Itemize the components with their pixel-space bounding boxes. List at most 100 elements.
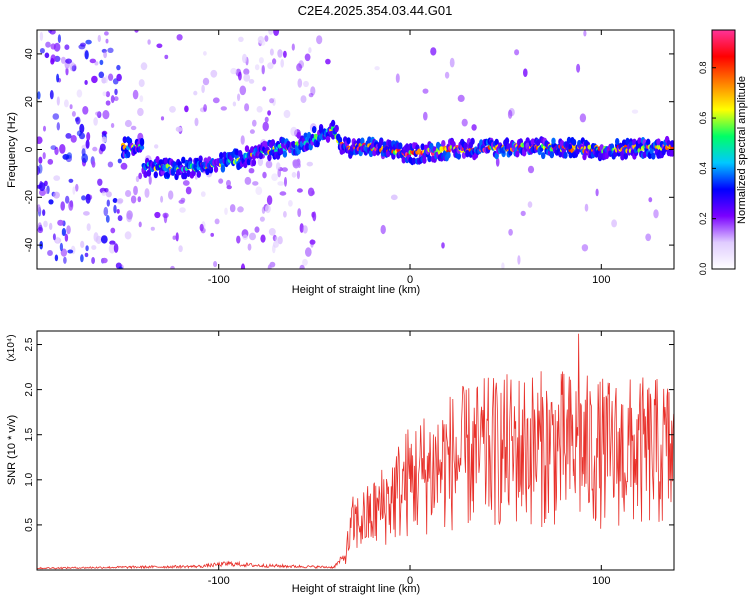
spectrogram-noise-cell [95,111,101,116]
colorbar-ticks: 0.0 0.2 0.4 0.6 0.8 [698,61,716,275]
spectrogram-noise-cell [277,49,283,58]
spectrogram-noise-cell [423,111,428,121]
spectrogram-noise-cell [236,235,241,244]
spectrogram-ridge-cell [446,151,451,159]
spectrogram-ridge-cell [625,137,630,145]
spectrogram-noise-cell [309,239,316,245]
spectrogram-noise-cell [110,227,116,234]
colorbar-gradient [711,29,736,270]
spectrogram-noise-cell [71,65,77,72]
spectrogram-ridge-cell [670,149,674,157]
spectrogram-noise-cell [97,34,102,43]
spectrogram-ridge-cell [642,151,647,159]
spectrogram-ridge-cell [198,155,203,163]
spectrogram-noise-cell [117,158,122,164]
spectrogram-noise-cell [117,198,124,204]
spectrogram-noise-cell [101,257,108,264]
spectrogram-noise-cell [226,185,232,190]
spectrogram-noise-cell [274,236,279,243]
spectrogram-noise-cell [108,73,114,81]
spectrogram-noise-cell [374,66,380,71]
spectrogram-noise-cell [220,106,227,111]
spectrogram-ridge-cell [541,152,546,160]
spectrogram-noise-cell [113,204,117,214]
spectrogram-noise-cell [175,126,183,132]
spectrogram-noise-cell [110,95,115,104]
spectrogram-ridge-cell [267,154,272,162]
spectrogram-ridge-cell [181,156,186,164]
spectrogram-noise-cell [444,71,450,79]
spectrogram-ridge-cell [258,152,263,160]
spectrogram-noise-cell [296,63,302,72]
spectrogram-noise-cell [304,53,311,62]
spectrogram-noise-cell [124,119,132,128]
spectrogram-noise-cell [291,171,297,178]
spectrogram-noise-cell [257,36,265,44]
spectrogram-noise-cell [94,61,99,66]
spectrogram-noise-cell [280,58,285,68]
spectrogram-noise-cell [103,206,109,217]
spectrogram-ridge-cell [143,171,148,178]
colorbar-tick-label: 0.0 [698,263,708,276]
spectrogram-noise-cell [237,206,244,213]
spectrogram-noise-cell [226,179,231,187]
spectrogram-noise-cell [262,171,267,179]
spectrogram-noise-cell [138,172,143,180]
spectrogram-noise-cell [65,58,72,64]
spectrogram-noise-cell [269,261,276,268]
spectrogram-ridge-cell [246,158,251,166]
colorbar: 0.0 0.2 0.4 0.6 0.8 Normalized spectral ampl… [698,29,748,275]
spectrogram-noise-cell [85,193,91,204]
snr-series-line [37,333,674,570]
spectrogram-ridge-cell [597,152,603,160]
spectrogram-noise-cell [154,144,159,149]
spectrogram-noise-cell [653,209,659,219]
spectrogram-noise-cell [264,116,269,123]
spectrogram-noise-cell [281,167,288,172]
spectrogram-noise-cell [257,156,264,167]
snr-x-label: Height of straight line (km) [292,583,420,595]
spectrogram-noise-cell [631,109,639,114]
spectrogram-noise-cell [85,39,92,45]
spectrogram-noise-cell [170,265,175,269]
spectrogram-noise-cell [441,242,445,249]
spectrogram-noise-cell [168,190,174,200]
spectrogram-noise-cell [113,243,119,253]
spectrogram-noise-cell [212,97,220,104]
spectrogram-ridge-cell [525,137,530,145]
spectrogram-noise-cell [61,228,66,236]
spectrogram-noise-cell [218,178,224,184]
spectrogram-noise-cell [267,62,274,70]
spectrogram-noise-cell [514,49,520,56]
spectrogram-ridge-cell [568,151,573,159]
spectrogram-noise-cell [523,68,528,77]
y-tick-label: 0 [24,146,35,152]
colorbar-label: Normalized spectral amplitude [736,76,748,224]
spectrogram-noise-cell [199,223,204,232]
spectrogram-noise-cell [49,90,54,100]
spectrogram-noise-cell [283,211,287,218]
spectrogram-noise-cell [611,219,617,228]
spectrogram-noise-cell [180,197,186,203]
colorbar-tick-label: 0.6 [698,112,708,125]
spectrogram-noise-cell [39,48,45,54]
spectrogram-noise-cell [91,160,96,168]
spectrogram-noise-cell [248,79,255,84]
spectrogram-noise-cell [283,50,287,58]
spectrogram-noise-cell [288,200,293,207]
spectrogram-noise-cell [92,146,98,152]
spectrogram-noise-cell [292,160,300,169]
spectrogram-noise-cell [102,91,107,97]
spectrogram-noise-cell [75,116,81,125]
spectrogram-noise-cell [65,195,70,204]
spectrogram-noise-cell [277,168,282,178]
spectrogram-ridge-cell [559,140,565,148]
spectrogram-ridge-cell [139,138,145,145]
spectrogram-noise-cell [102,110,110,120]
spectrogram-noise-cell [277,236,283,245]
spectrogram-ridge-cell [250,146,255,154]
spectrogram-noise-cell [81,153,88,163]
spectrogram-noise-cell [57,34,62,44]
spectrogram-ridge-cell [563,151,568,159]
